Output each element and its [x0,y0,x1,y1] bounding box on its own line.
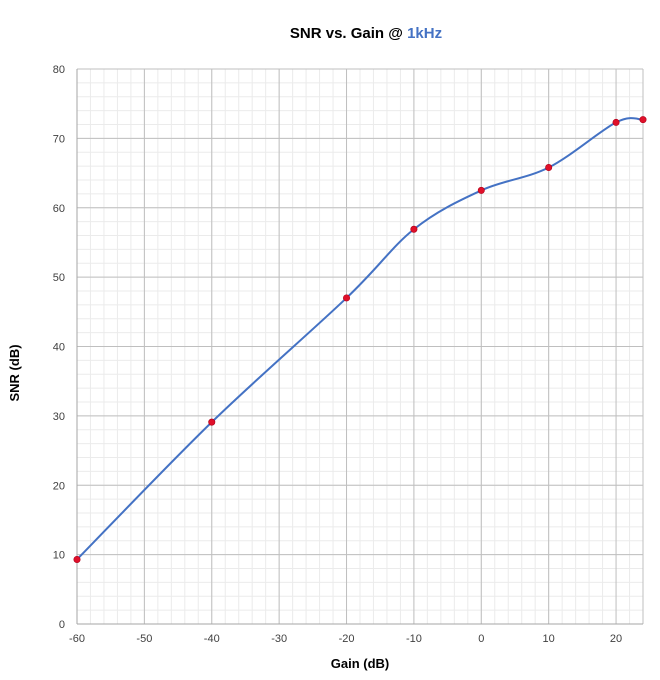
y-tick-label: 30 [53,411,65,423]
chart-title-main: SNR vs. Gain @ [290,25,407,42]
x-tick-label: 20 [610,633,622,645]
data-point [73,555,81,563]
y-tick-label: 10 [53,550,65,562]
y-tick-label: 20 [53,480,65,492]
x-tick-label: -40 [204,633,220,645]
y-tick-label: 80 [53,64,65,76]
x-tick-label: -10 [406,633,422,645]
tick-labels: -60 -50 -40 -30 -20 -10 0 10 20 0 10 20 30 40 50 60 70 80 [53,64,622,645]
data-point [545,164,553,172]
y-tick-label: 50 [53,272,65,284]
chart-title: SNR vs. Gain @ 1kHz [290,25,442,42]
chart-title-highlight: 1kHz [407,25,442,42]
x-tick-label: -30 [271,633,287,645]
y-axis-label: SNR (dB) [7,344,22,401]
y-tick-label: 70 [53,133,65,145]
grid [76,68,644,625]
x-tick-label: -60 [69,633,85,645]
data-point [477,186,485,194]
x-tick-label: 0 [478,633,484,645]
y-tick-label: 40 [53,342,65,354]
x-axis-label: Gain (dB) [331,656,390,671]
data-point [410,225,418,233]
x-tick-label: -50 [136,633,152,645]
x-tick-label: 10 [543,633,555,645]
data-point [639,116,647,124]
y-tick-label: 60 [53,203,65,215]
x-tick-label: -20 [339,633,355,645]
y-tick-label: 0 [59,619,65,631]
data-point [208,418,216,426]
data-point [612,118,620,126]
series-group [73,116,647,563]
axes [76,69,644,625]
data-point [343,294,351,302]
